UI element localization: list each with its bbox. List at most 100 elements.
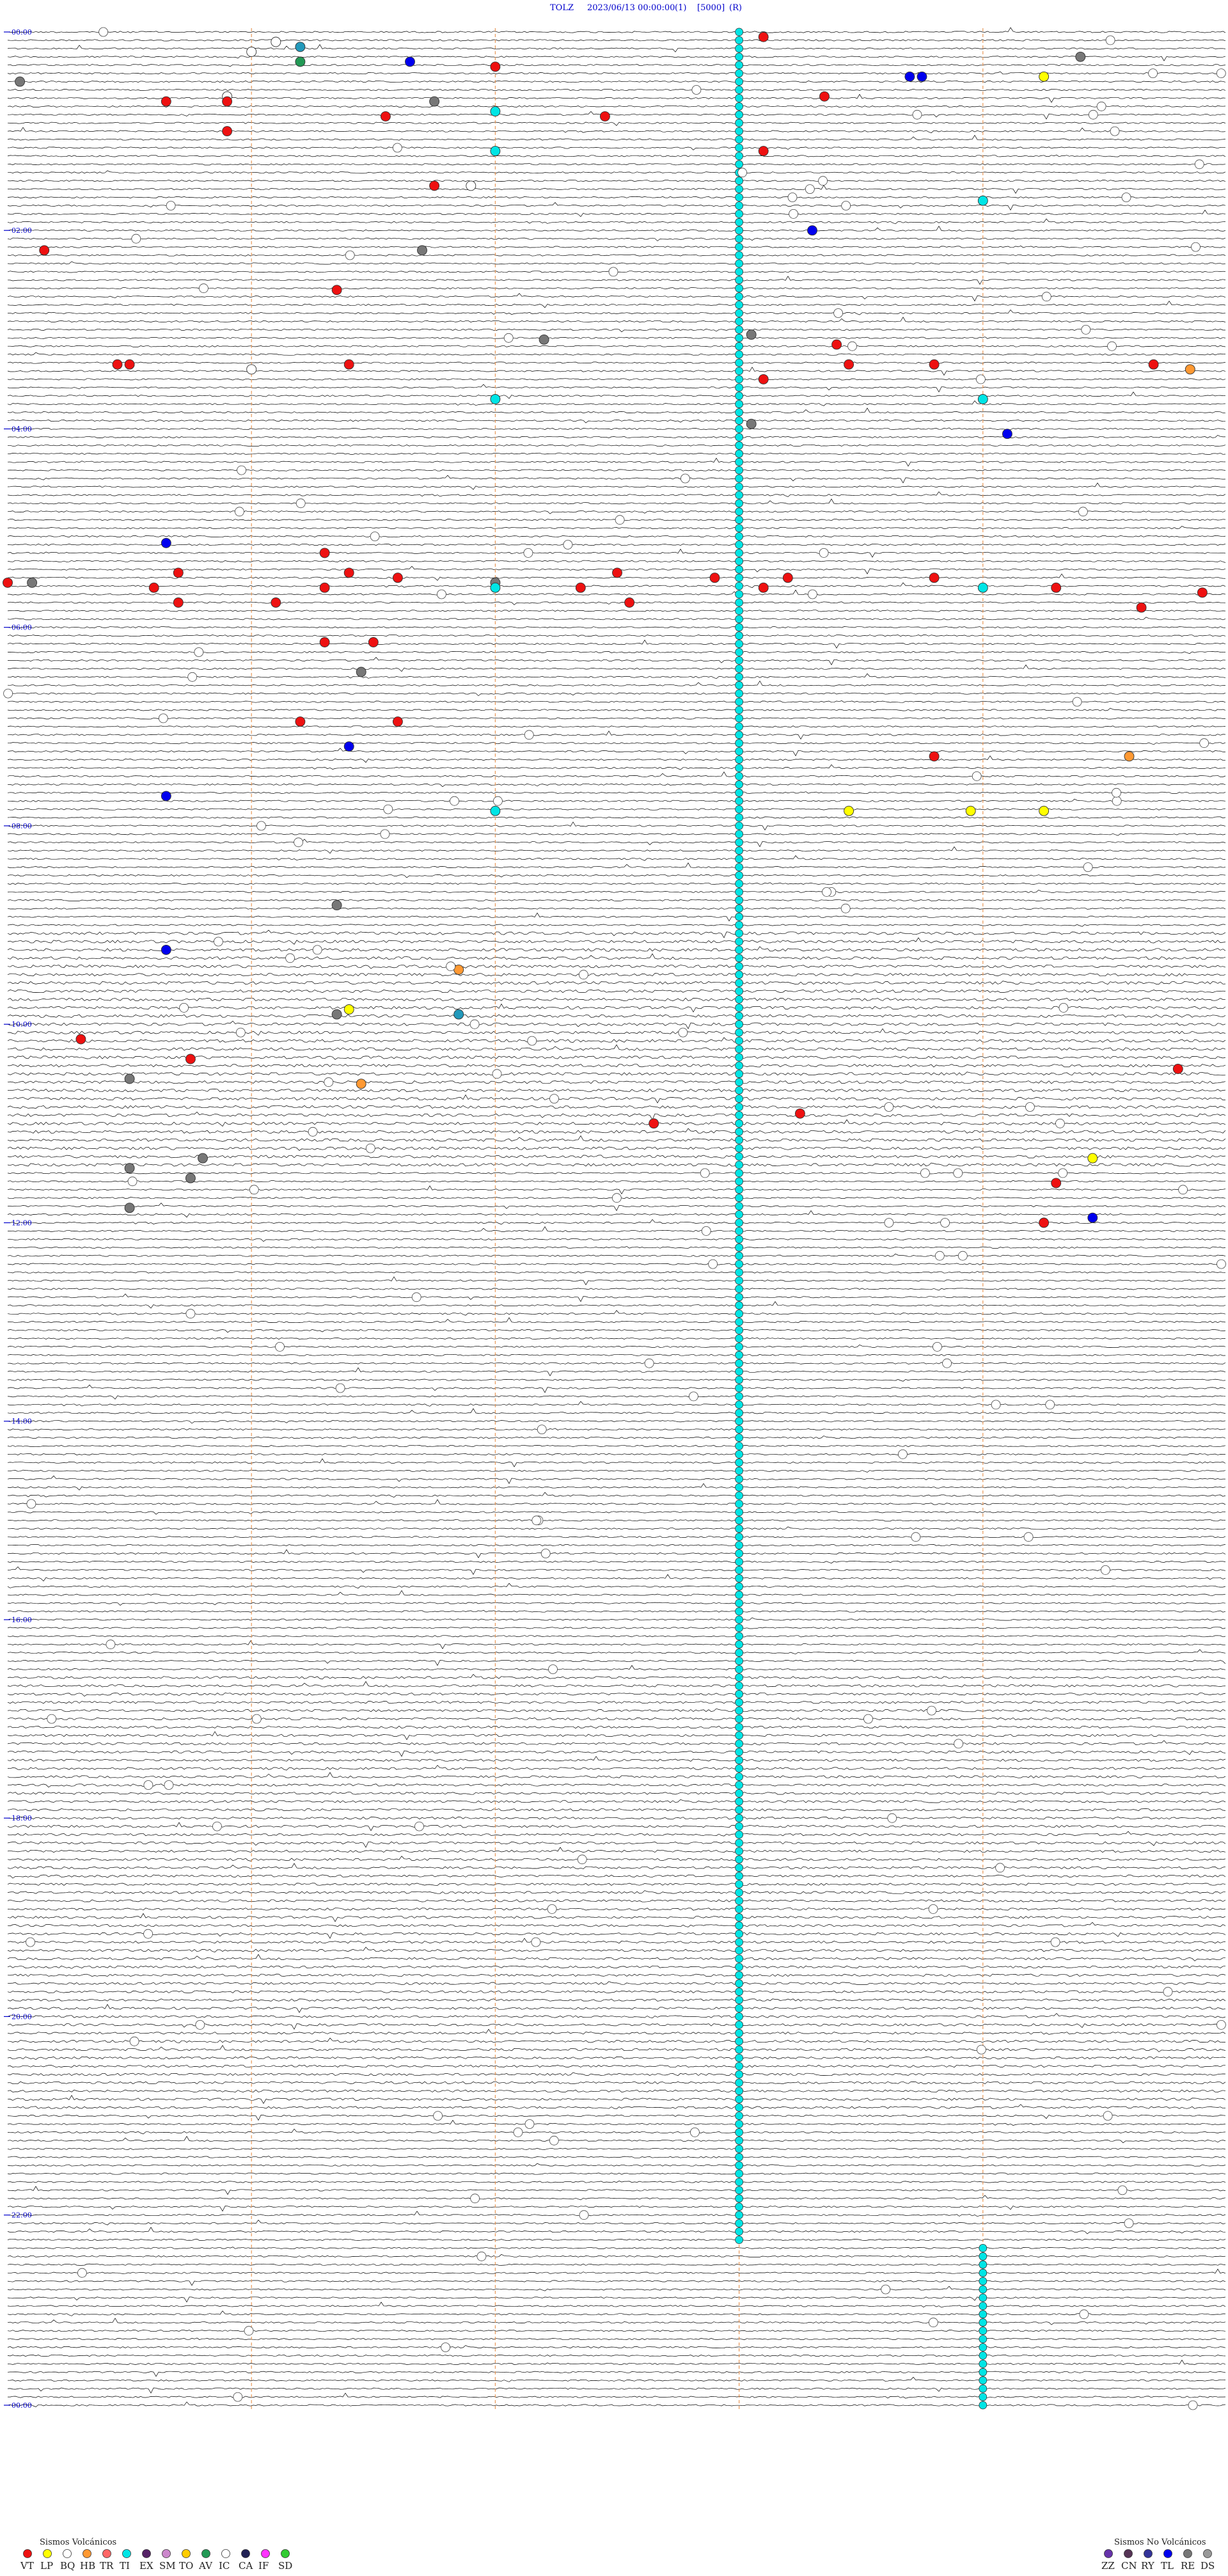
glitch-marker — [735, 1036, 743, 1045]
event-marker-vt — [624, 597, 635, 608]
trace-line — [7, 1627, 1226, 1629]
event-marker-bq — [549, 2135, 559, 2145]
trace-line — [7, 526, 1226, 530]
glitch-marker — [735, 276, 743, 285]
trace-line — [7, 246, 1226, 248]
glitch-marker — [735, 209, 743, 218]
event-marker-ti — [977, 195, 988, 206]
event-marker-bq — [523, 548, 533, 558]
glitch-marker — [735, 1929, 743, 1938]
glitch-marker — [979, 2392, 988, 2401]
legend-swatch-ca — [241, 2549, 250, 2558]
trace-line — [7, 1772, 1226, 1778]
trace-line — [7, 2147, 1226, 2150]
glitch-marker — [735, 160, 743, 169]
trace-line — [7, 469, 1226, 471]
glitch-marker — [735, 1152, 743, 1161]
trace-line — [7, 2247, 1226, 2249]
event-marker-bq — [251, 1714, 262, 1724]
trace-line — [7, 400, 1226, 406]
chart-header: TOLZ 2023/06/13 00:00:00 (1) [5000] (R) — [550, 3, 742, 13]
glitch-marker — [735, 1483, 743, 1492]
event-marker-bq — [1112, 796, 1122, 806]
glitch-marker — [735, 656, 743, 665]
trace-line — [7, 1401, 1226, 1407]
trace-line — [7, 93, 1226, 103]
header-station: TOLZ — [550, 3, 574, 13]
event-marker-bq — [933, 1341, 942, 1352]
glitch-marker — [735, 1533, 743, 1542]
trace-line — [7, 639, 1226, 649]
glitch-marker — [979, 2277, 988, 2286]
legend-code-ex: EX — [139, 2560, 154, 2572]
glitch-marker — [735, 1070, 743, 1079]
event-marker-bq — [383, 804, 393, 814]
trace-line — [7, 452, 1226, 455]
event-marker-bq — [446, 961, 456, 972]
trace-line — [7, 2095, 1226, 2104]
glitch-marker — [979, 2268, 988, 2277]
event-marker-bq — [934, 1251, 945, 1261]
event-marker-vt — [1197, 587, 1208, 598]
event-marker-bq — [991, 1400, 1001, 1410]
event-marker-vt — [612, 567, 622, 578]
glitch-marker — [735, 1251, 743, 1260]
legend-code-to: TO — [179, 2560, 193, 2572]
trace-line — [7, 2318, 1226, 2325]
glitch-marker — [735, 1210, 743, 1219]
glitch-marker — [735, 813, 743, 822]
glitch-marker — [735, 2053, 743, 2062]
event-marker-bq — [143, 1929, 154, 1939]
event-marker-bq — [833, 308, 843, 318]
trace-line — [7, 700, 1226, 703]
event-marker-bq — [166, 201, 176, 210]
glitch-marker — [735, 2194, 743, 2203]
event-marker-bq — [1096, 101, 1106, 111]
trace-line — [7, 225, 1226, 232]
trace-line — [7, 1574, 1226, 1582]
glitch-marker — [735, 358, 743, 367]
event-marker-vt — [1136, 602, 1147, 613]
glitch-marker — [735, 1127, 743, 1136]
legend-code-bq: BQ — [60, 2560, 75, 2572]
event-marker-bq — [1045, 1400, 1055, 1410]
event-marker-bq — [433, 2111, 443, 2121]
event-marker-vt — [429, 180, 440, 191]
glitch-marker — [735, 284, 743, 293]
trace-line — [7, 2064, 1226, 2068]
event-marker-tl — [917, 71, 927, 82]
glitch-marker — [735, 1491, 743, 1500]
event-marker-bq — [106, 1640, 116, 1650]
trace-line — [7, 209, 1226, 217]
event-marker-bq — [537, 1425, 547, 1435]
event-marker-bq — [256, 821, 266, 831]
glitch-marker — [735, 962, 743, 971]
glitch-marker — [735, 69, 743, 77]
event-marker-bq — [1050, 1937, 1060, 1947]
trace-line — [7, 293, 1226, 302]
event-marker-bq — [3, 688, 13, 699]
glitch-marker — [979, 2401, 988, 2410]
trace-line — [7, 1740, 1226, 1746]
event-marker-bq — [1072, 697, 1082, 707]
event-marker-bq — [233, 2392, 243, 2402]
trace-line — [7, 1717, 1226, 1721]
event-marker-vt — [599, 111, 610, 122]
glitch-marker — [735, 135, 743, 144]
event-marker-vt — [1051, 1178, 1062, 1189]
glitch-marker — [735, 1350, 743, 1359]
event-marker-bq — [324, 1077, 334, 1087]
trace-line — [7, 44, 1226, 52]
glitch-marker — [735, 1045, 743, 1054]
event-marker-bq — [548, 1664, 558, 1674]
hour-label: 22:00 — [12, 2211, 32, 2220]
glitch-marker — [735, 143, 743, 152]
event-marker-bq — [789, 209, 798, 219]
trace-line — [8, 1549, 1226, 1558]
glitch-marker — [735, 1004, 743, 1012]
event-marker-bq — [927, 1705, 936, 1716]
event-marker-lp — [1039, 805, 1050, 816]
event-marker-bq — [1079, 2309, 1089, 2319]
glitch-marker — [735, 449, 743, 458]
trace-line — [7, 680, 1226, 686]
